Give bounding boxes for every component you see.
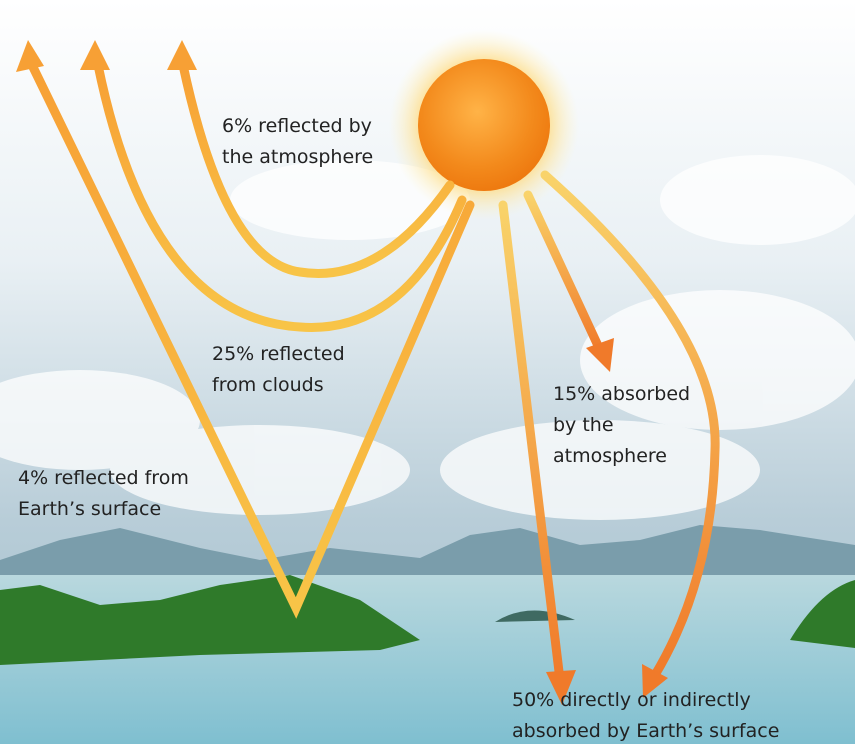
label-line: from clouds (212, 374, 324, 396)
arrows (16, 40, 720, 705)
arrowhead (80, 40, 110, 70)
arrow-absorbed (523, 190, 605, 355)
label-line: absorbed by Earth’s surface (512, 720, 779, 742)
label-line: 6% reflected by (222, 115, 372, 137)
arrowhead (546, 670, 576, 705)
arrowhead (167, 40, 197, 70)
arrow-indirect (540, 170, 720, 680)
arrow-clouds (93, 60, 467, 332)
label-line: 4% reflected from (18, 467, 189, 489)
arrow-surface (27, 60, 475, 619)
label-line: atmosphere (553, 445, 667, 467)
island-right (790, 580, 855, 648)
label-line: Earth’s surface (18, 498, 161, 520)
label-line: by the (553, 414, 614, 436)
arrowhead (16, 40, 44, 72)
water (0, 575, 855, 744)
labels: 6% reflected by the atmosphere 25% reflect… (18, 115, 779, 742)
arrow-direct (498, 200, 565, 685)
arrow-atmosphere (178, 60, 455, 278)
label-line: 15% absorbed (553, 383, 690, 405)
arrowhead (586, 338, 614, 372)
label-line: the atmosphere (222, 146, 373, 168)
arrowhead (642, 664, 668, 698)
label-line: 25% reflected (212, 343, 345, 365)
sun (418, 59, 550, 191)
island (0, 575, 420, 665)
clouds (0, 155, 855, 520)
label-line: 50% directly or indirectly (512, 689, 751, 711)
